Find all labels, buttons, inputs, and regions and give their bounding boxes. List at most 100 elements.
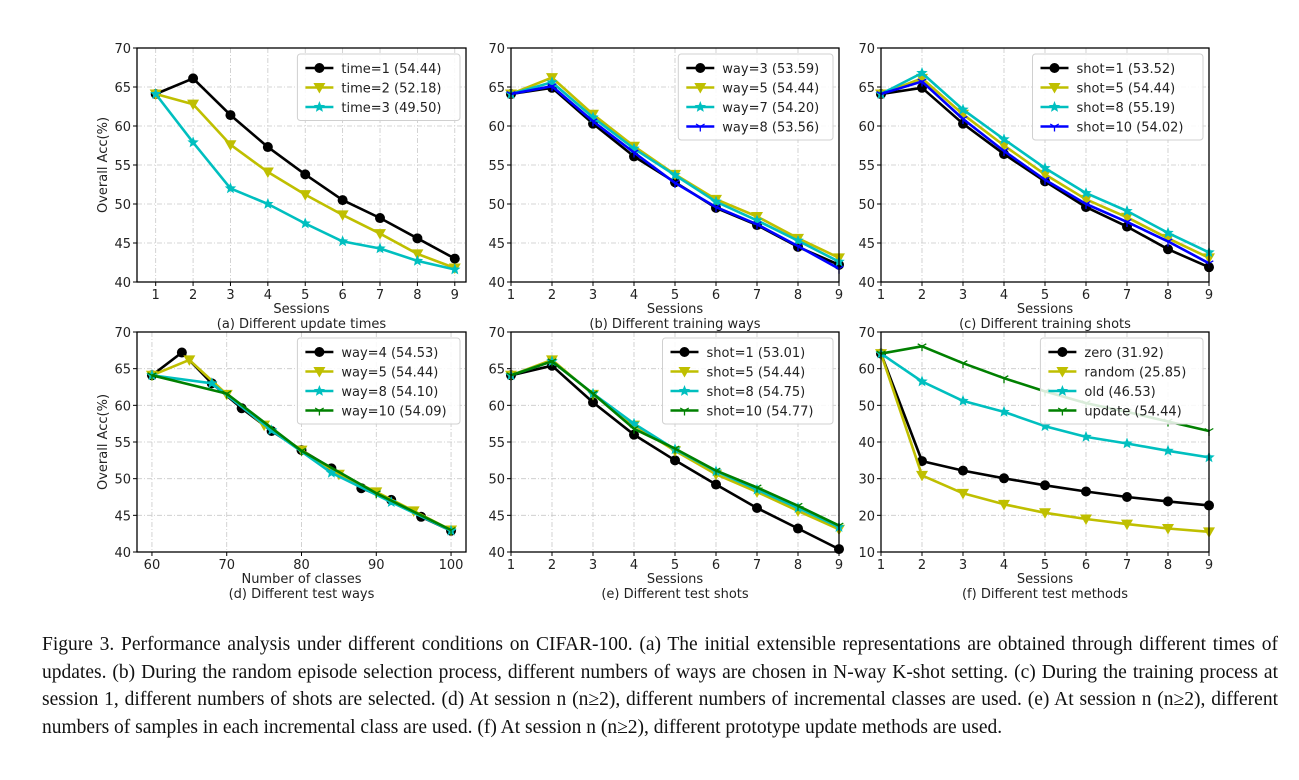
x-tick-label: 8 [413,288,421,303]
x-tick-label: 6 [338,288,346,303]
x-tick-label: 3 [589,558,597,573]
x-tick-label: 4 [630,288,638,303]
data-point [958,115,968,124]
legend-box [1032,53,1204,141]
y-tick-label: 65 [488,363,505,378]
data-point [1040,480,1050,491]
data-point [1121,437,1133,449]
y-tick-label: 50 [488,198,505,213]
chart-title: (f) Different test methods [962,587,1128,602]
data-point [670,179,680,188]
x-tick-label: 1 [507,558,515,573]
y-tick-label: 55 [114,159,131,174]
data-point [999,375,1009,384]
legend-label: way=10 (54.09) [341,405,446,420]
series-3 [147,372,456,535]
y-tick-label: 60 [114,120,131,135]
data-point [411,249,424,260]
y-tick-label: 40 [858,436,875,451]
y-axis-label: Overall Acc(%) [96,394,111,490]
x-tick-label: 8 [794,288,802,303]
y-tick-label: 70 [488,42,505,57]
legend-marker [1056,367,1069,378]
data-point [374,229,387,240]
legend-label: time=3 (49.50) [341,101,441,116]
legend-label: shot=1 (53.01) [707,346,806,361]
data-point [187,99,200,111]
y-axis-label: Overall Acc(%) [96,117,111,213]
data-point [265,424,278,436]
y-tick-label: 50 [114,473,131,488]
y-tick-label: 45 [114,509,131,524]
data-point [998,133,1010,145]
legend-label: shot=8 (54.75) [707,385,806,400]
legend-label: shot=5 (54.44) [1077,82,1176,97]
data-point [176,347,187,358]
y-tick-label: 20 [858,509,875,524]
data-point [751,214,763,226]
data-point [917,78,927,87]
x-tick-label: 5 [301,288,309,303]
data-point [792,234,804,246]
legend-item: way=7 (54.20) [686,101,819,116]
x-axis-label: Sessions [1017,302,1074,317]
chart-panel-d: 60 70 80 90 100 40 45 50 55 60 65 70 Number of class… [96,326,467,602]
figure-caption: Figure 3. Performance analysis under dif… [42,634,1278,738]
data-point [1040,176,1050,185]
legend-marker [678,367,691,378]
data-point [374,242,386,254]
legend-marker [1049,63,1060,73]
legend-item: shot=8 (54.75) [670,385,806,400]
y-tick-label: 60 [858,363,875,378]
chart-title: (c) Different training shots [959,317,1131,332]
x-tick-label: 5 [671,288,679,303]
data-point [1162,226,1174,238]
x-tick-label: 70 [218,558,235,573]
legend-marker [678,385,691,396]
legend-marker [1048,83,1061,94]
legend-item: old (46.53) [1048,385,1156,400]
legend-marker [1057,347,1068,357]
data-point [547,358,557,367]
x-tick-label: 90 [368,558,385,573]
x-tick-label: 2 [918,288,926,303]
legend: way=3 (53.59) way=5 (54.44) way=7 (54.20) w… [677,53,834,141]
data-point [222,390,232,399]
data-point [188,73,199,84]
y-tick-label: 40 [114,276,131,291]
legend: way=4 (54.53) way=5 (54.44) way=8 (54.10) w… [296,337,461,425]
legend-item: shot=1 (53.01) [670,346,806,361]
data-point [449,253,460,264]
data-point [628,417,640,429]
data-point [1039,508,1051,519]
data-point [670,445,680,454]
legend-marker [695,63,706,73]
data-point [224,140,237,151]
data-point [299,217,311,229]
chart-panel-f: 1 2 3 4 5 6 7 8 9 10 20 30 40 50 60 70 Sessions(f) Diffe… [858,326,1215,602]
legend-label: update (54.44) [1084,405,1181,420]
data-point [917,456,927,467]
data-point [628,142,640,154]
x-tick-label: 3 [959,288,967,303]
x-tick-label: 7 [376,288,384,303]
data-point [337,195,348,206]
x-tick-label: 6 [1082,288,1090,303]
data-point [629,429,639,440]
plot-frame [136,331,467,553]
y-tick-label: 70 [114,42,131,57]
data-point [206,377,218,389]
legend-item: time=3 (49.50) [305,101,441,116]
chart-title: (e) Different test shots [601,587,749,602]
x-tick-label: 60 [144,558,161,573]
legend-item: shot=1 (53.52) [1040,62,1175,77]
legend-marker [1056,385,1069,396]
data-point [183,355,196,366]
legend-item: way=5 (54.44) [305,366,438,381]
data-point [752,484,762,493]
data-point [371,490,381,499]
data-point [1163,496,1173,507]
y-tick-label: 45 [114,237,131,252]
data-point [299,190,312,201]
